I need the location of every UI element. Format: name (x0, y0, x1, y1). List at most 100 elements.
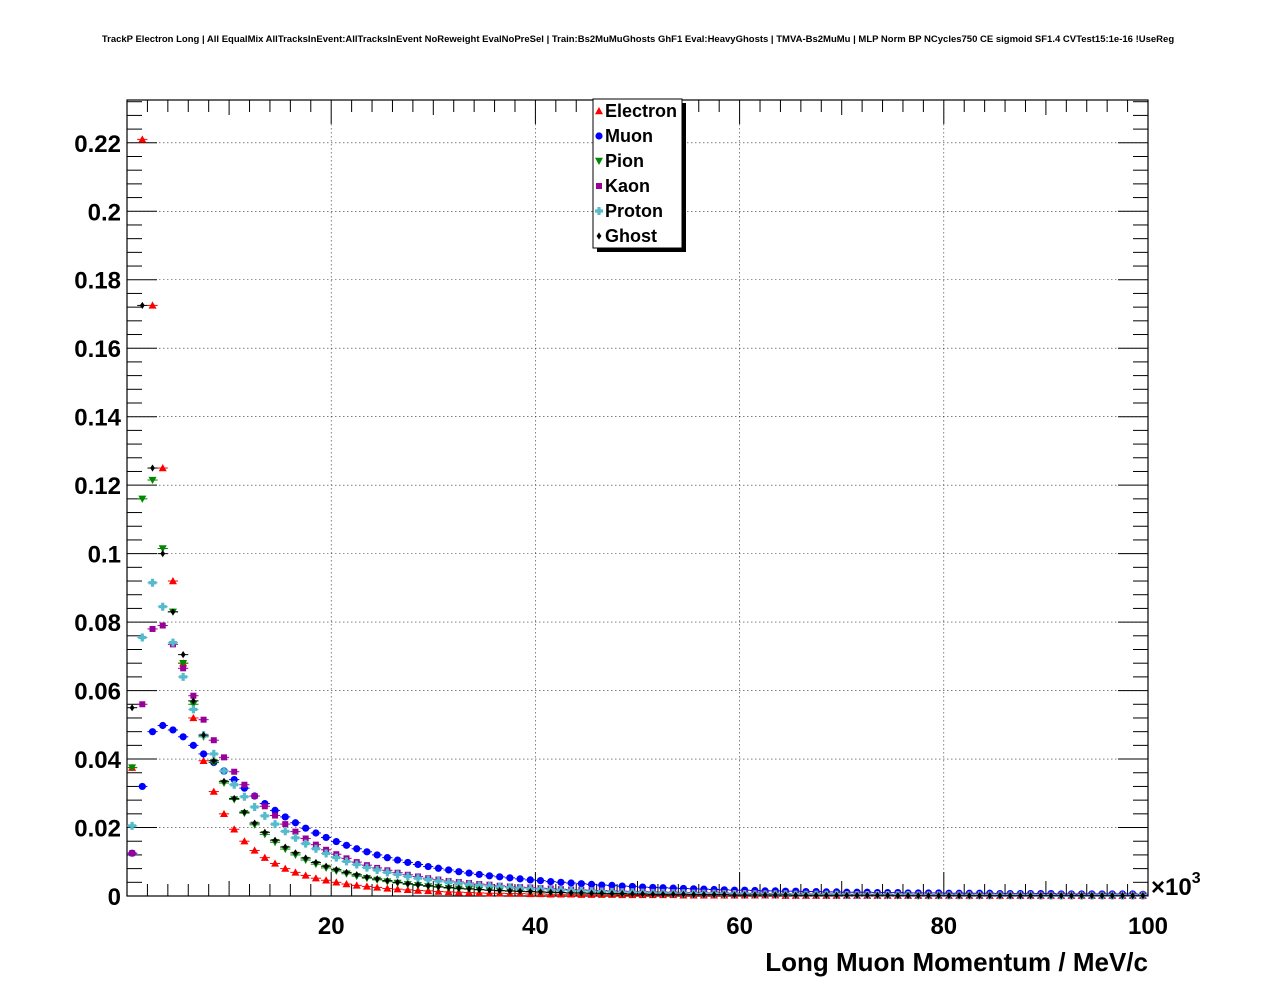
data-point (240, 792, 249, 801)
data-point (465, 869, 473, 877)
data-point (783, 891, 788, 899)
y-tick-label: 0.02 (74, 816, 121, 843)
legend-box (592, 98, 683, 249)
data-point (395, 878, 400, 886)
x-axis-multiplier: ×103 (1151, 870, 1201, 901)
data-point (322, 833, 330, 842)
data-point (180, 651, 186, 659)
data-point (393, 885, 402, 893)
data-point (252, 819, 258, 827)
data-point (496, 873, 504, 881)
data-point (241, 781, 248, 788)
y-tick-label: 0.12 (74, 473, 121, 500)
data-point (301, 839, 310, 848)
data-point (373, 865, 382, 874)
data-point (454, 879, 463, 888)
data-point (587, 880, 596, 888)
data-point (139, 701, 146, 708)
data-point (516, 875, 524, 883)
data-point (640, 890, 646, 898)
data-point (527, 887, 533, 896)
data-point (915, 892, 921, 900)
data-point (1058, 892, 1064, 900)
data-point (362, 863, 371, 872)
data-point (353, 845, 361, 853)
data-point (373, 883, 382, 891)
data-point (271, 859, 280, 867)
data-point (383, 868, 392, 877)
data-point (424, 886, 433, 895)
data-point (354, 871, 360, 879)
data-point (444, 878, 453, 887)
data-point (291, 868, 300, 876)
data-point (793, 891, 799, 899)
data-point (311, 874, 320, 882)
data-point (1048, 892, 1054, 900)
data-point (230, 825, 239, 833)
y-tick-label: 0.2 (88, 199, 121, 226)
data-point (466, 885, 472, 893)
data-point (159, 622, 166, 629)
data-point (322, 876, 331, 884)
x-axis-title: Long Muon Momentum / MeV/c (765, 947, 1148, 977)
legend-label: Ghost (605, 226, 657, 246)
data-point (517, 887, 523, 895)
data-point (424, 862, 432, 871)
data-point (180, 665, 187, 672)
data-point (373, 851, 381, 859)
data-point (404, 858, 412, 867)
data-point (752, 891, 758, 899)
legend: Electron Muon Pion Kaon Proton Ghost (592, 98, 686, 252)
data-point (578, 889, 584, 897)
data-point (681, 890, 686, 898)
legend-item-kaon: Kaon (596, 176, 650, 196)
data-point (455, 868, 463, 876)
data-point (567, 879, 575, 887)
data-point (148, 301, 157, 309)
data-point (168, 577, 177, 585)
data-point (629, 890, 635, 898)
data-point (199, 756, 208, 764)
legend-item-proton: Proton (595, 201, 663, 221)
data-point (875, 891, 880, 899)
data-point (885, 891, 891, 899)
data-point (445, 866, 453, 874)
data-point (383, 884, 392, 892)
data-point (160, 550, 166, 558)
data-point (1109, 892, 1115, 900)
data-point (302, 824, 310, 832)
data-point (405, 880, 411, 888)
data-point (230, 780, 239, 789)
data-point (599, 889, 605, 897)
data-point (1007, 892, 1013, 900)
data-point (670, 890, 676, 898)
data-point (221, 777, 227, 785)
data-point (548, 888, 554, 896)
data-point (1017, 892, 1023, 900)
series-proton (127, 578, 1148, 900)
data-point (434, 887, 443, 895)
data-point (465, 880, 474, 889)
data-point (864, 891, 870, 899)
data-point (352, 881, 361, 889)
data-point (434, 864, 443, 872)
data-point (497, 886, 503, 895)
data-point (415, 881, 421, 889)
y-tick-label: 0.16 (74, 336, 121, 363)
data-point (711, 891, 717, 899)
data-point (413, 874, 422, 883)
data-point (291, 819, 300, 827)
data-point (446, 883, 452, 892)
data-point (393, 870, 402, 879)
data-point (966, 892, 972, 900)
data-point (302, 835, 309, 842)
data-point (158, 545, 167, 553)
x-tick-label: 80 (930, 913, 957, 940)
data-point (148, 728, 157, 736)
data-point (291, 833, 300, 842)
legend-label: Proton (605, 201, 663, 221)
data-point (209, 749, 218, 758)
series-ghost (127, 301, 1148, 900)
data-point (1079, 892, 1085, 900)
